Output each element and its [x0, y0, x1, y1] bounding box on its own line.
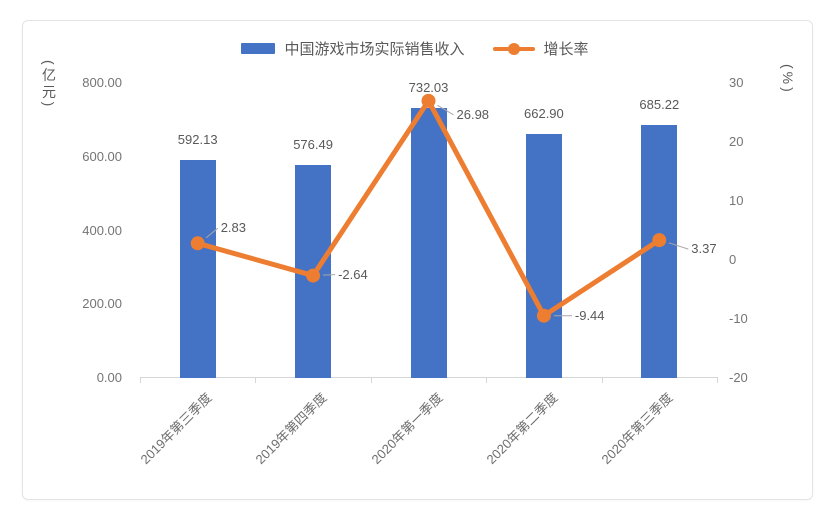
left-axis-tick-label: 200.00	[82, 296, 122, 312]
bar-2019年第三季度	[179, 159, 216, 378]
bar-2020年第三季度	[641, 125, 678, 378]
x-axis-tick-mark	[370, 377, 372, 383]
bar-series-swatch	[241, 43, 276, 54]
left-axis-tick-label: 800.00	[82, 75, 122, 90]
bar-value-label: 732.03	[408, 80, 449, 96]
legend-label-growth: 增长率	[543, 41, 589, 58]
right-axis-tick-label: 10	[729, 193, 744, 208]
bar-value-label: 662.90	[524, 105, 564, 121]
legend-item-revenue: 中国游戏市场实际销售收入	[241, 38, 465, 59]
x-axis-tick-mark	[717, 377, 718, 383]
right-axis-title: (%)	[780, 64, 796, 95]
legend-item-growth: 增长率	[492, 38, 589, 59]
legend-label-revenue: 中国游戏市场实际销售收入	[284, 41, 465, 58]
chart-legend: 中国游戏市场实际销售收入 增长率	[0, 38, 830, 59]
bar-2020年第一季度	[410, 108, 447, 378]
bar-2020年第二季度	[525, 133, 562, 378]
left-axis-tick-label: 600.00	[82, 148, 122, 164]
growth-value-label: 3.37	[691, 241, 717, 257]
left-axis-tick-label: 0.00	[96, 370, 122, 385]
bar-value-label: 592.13	[177, 131, 218, 147]
growth-value-label: -9.44	[574, 307, 605, 323]
bar-value-label: 685.22	[639, 97, 680, 113]
right-axis-tick-label: 0	[729, 252, 737, 267]
line-series-swatch	[492, 42, 535, 55]
left-axis-tick-label: 400.00	[82, 222, 122, 238]
bar-value-label: 576.49	[293, 137, 333, 153]
right-axis-tick-label: -20	[729, 370, 748, 385]
growth-value-label: 2.83	[220, 220, 246, 236]
x-axis-tick-mark	[601, 377, 603, 383]
right-axis-tick-label: 20	[729, 134, 744, 149]
right-axis-tick-label: -10	[729, 311, 748, 326]
growth-value-label: -2.64	[338, 266, 368, 282]
bar-2019年第四季度	[295, 165, 332, 378]
growth-value-label: 26.98	[456, 106, 490, 122]
left-axis-title: (亿元)	[41, 60, 57, 110]
line-swatch-marker-icon	[507, 42, 520, 55]
right-axis-tick-label: 30	[729, 75, 744, 90]
x-axis-tick-mark	[486, 377, 488, 383]
x-axis-tick-mark	[140, 377, 141, 383]
x-axis-tick-mark	[255, 377, 257, 383]
